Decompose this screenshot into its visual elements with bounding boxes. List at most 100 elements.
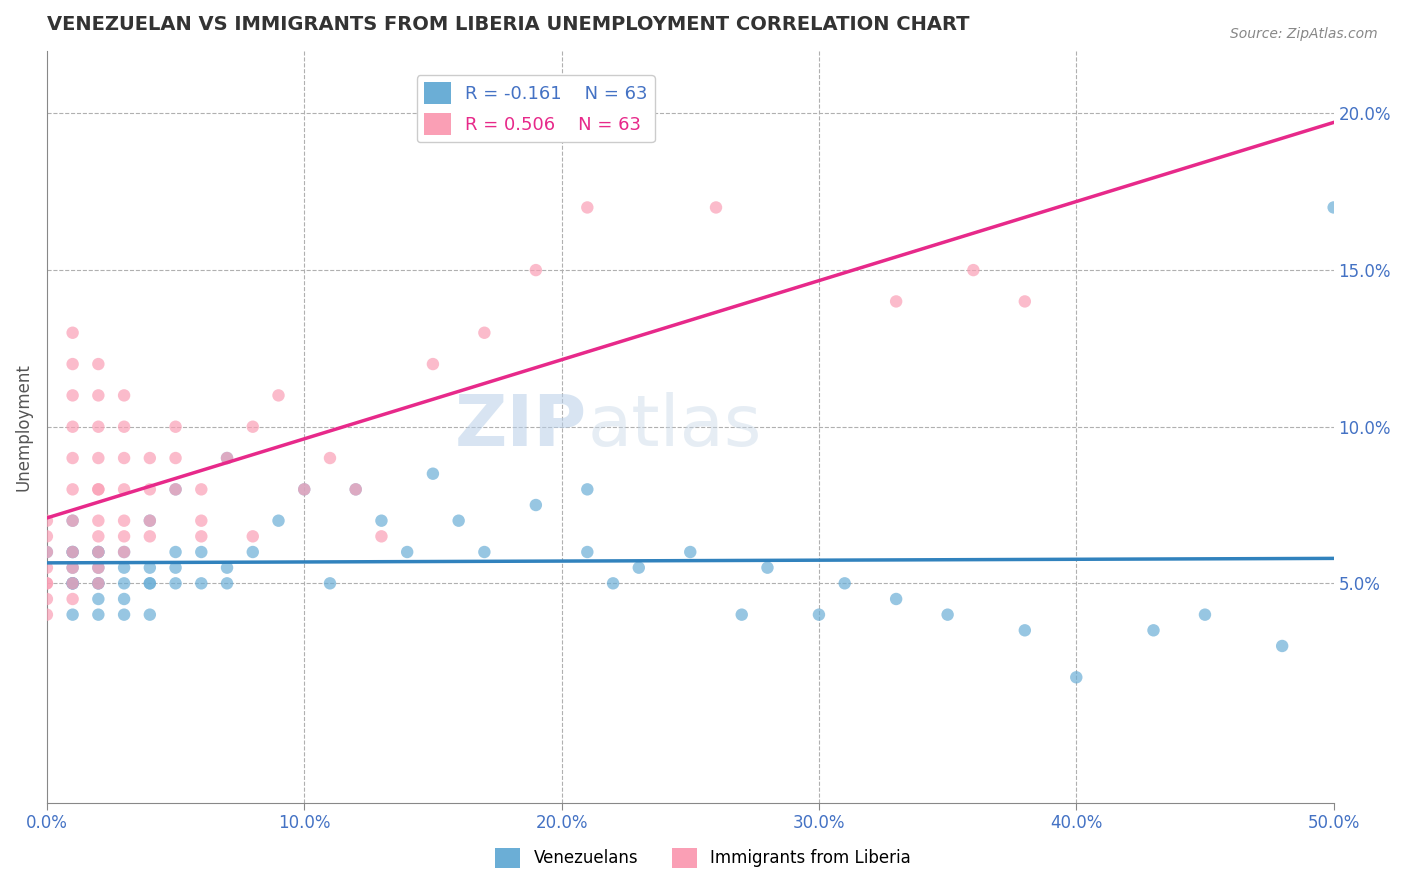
Point (319, 576, 342, 591)
Point (112, 545, 135, 559)
Point (87, 560, 110, 574)
Point (190, 514, 212, 528)
Point (87, 483, 110, 497)
Point (1014, 294, 1036, 309)
Point (62, 545, 84, 559)
Point (370, 514, 392, 528)
Point (1014, 624, 1036, 638)
Text: ZIP: ZIP (456, 392, 588, 461)
Point (834, 576, 856, 591)
Point (190, 576, 212, 591)
Point (62, 388, 84, 402)
Legend: Venezuelans, Immigrants from Liberia: Venezuelans, Immigrants from Liberia (489, 841, 917, 875)
Point (165, 483, 187, 497)
Point (165, 560, 187, 574)
Point (474, 326, 496, 340)
Point (62, 514, 84, 528)
Point (112, 592, 135, 607)
Point (87, 545, 110, 559)
Point (139, 560, 162, 574)
Point (447, 514, 470, 528)
Point (62, 576, 84, 591)
Point (962, 263, 984, 277)
Point (139, 514, 162, 528)
Point (1194, 607, 1216, 622)
Point (35, 576, 58, 591)
Point (190, 545, 212, 559)
Point (112, 576, 135, 591)
Point (139, 514, 162, 528)
Point (679, 545, 702, 559)
Point (370, 529, 392, 543)
Point (422, 467, 444, 481)
Point (344, 483, 367, 497)
Point (87, 545, 110, 559)
Point (242, 419, 264, 434)
Point (165, 545, 187, 559)
Point (139, 607, 162, 622)
Point (190, 529, 212, 543)
Point (87, 545, 110, 559)
Point (1323, 201, 1346, 215)
Text: Source: ZipAtlas.com: Source: ZipAtlas.com (1230, 27, 1378, 41)
Point (807, 607, 830, 622)
Point (62, 560, 84, 574)
Point (576, 545, 599, 559)
Point (62, 450, 84, 465)
Point (576, 483, 599, 497)
Point (87, 560, 110, 574)
Point (215, 450, 238, 465)
Point (1142, 624, 1164, 638)
Text: atlas: atlas (588, 392, 762, 461)
Point (87, 514, 110, 528)
Point (112, 450, 135, 465)
Point (62, 357, 84, 371)
Point (112, 419, 135, 434)
Point (112, 514, 135, 528)
Point (87, 357, 110, 371)
Point (62, 419, 84, 434)
Point (165, 419, 187, 434)
Point (87, 576, 110, 591)
Point (704, 201, 727, 215)
Point (87, 592, 110, 607)
Point (112, 529, 135, 543)
Point (396, 545, 419, 559)
Point (139, 483, 162, 497)
Point (884, 592, 907, 607)
Point (35, 592, 58, 607)
Point (112, 388, 135, 402)
Legend: R = -0.161    N = 63, R = 0.506    N = 63: R = -0.161 N = 63, R = 0.506 N = 63 (416, 75, 655, 143)
Point (165, 576, 187, 591)
Point (292, 483, 315, 497)
Point (87, 576, 110, 591)
Point (112, 545, 135, 559)
Point (731, 607, 754, 622)
Point (190, 483, 212, 497)
Point (215, 576, 238, 591)
Point (87, 529, 110, 543)
Point (139, 529, 162, 543)
Point (87, 419, 110, 434)
Text: VENEZUELAN VS IMMIGRANTS FROM LIBERIA UNEMPLOYMENT CORRELATION CHART: VENEZUELAN VS IMMIGRANTS FROM LIBERIA UN… (46, 15, 969, 34)
Point (524, 498, 547, 512)
Point (112, 483, 135, 497)
Point (756, 560, 779, 574)
Point (112, 607, 135, 622)
Point (87, 483, 110, 497)
Point (35, 576, 58, 591)
Point (62, 560, 84, 574)
Point (1271, 639, 1294, 653)
Point (242, 529, 264, 543)
Point (344, 483, 367, 497)
Point (62, 607, 84, 622)
Point (87, 607, 110, 622)
Point (884, 294, 907, 309)
Point (87, 576, 110, 591)
Point (215, 450, 238, 465)
Point (165, 483, 187, 497)
Point (62, 576, 84, 591)
Point (139, 576, 162, 591)
Point (165, 450, 187, 465)
Point (35, 529, 58, 543)
